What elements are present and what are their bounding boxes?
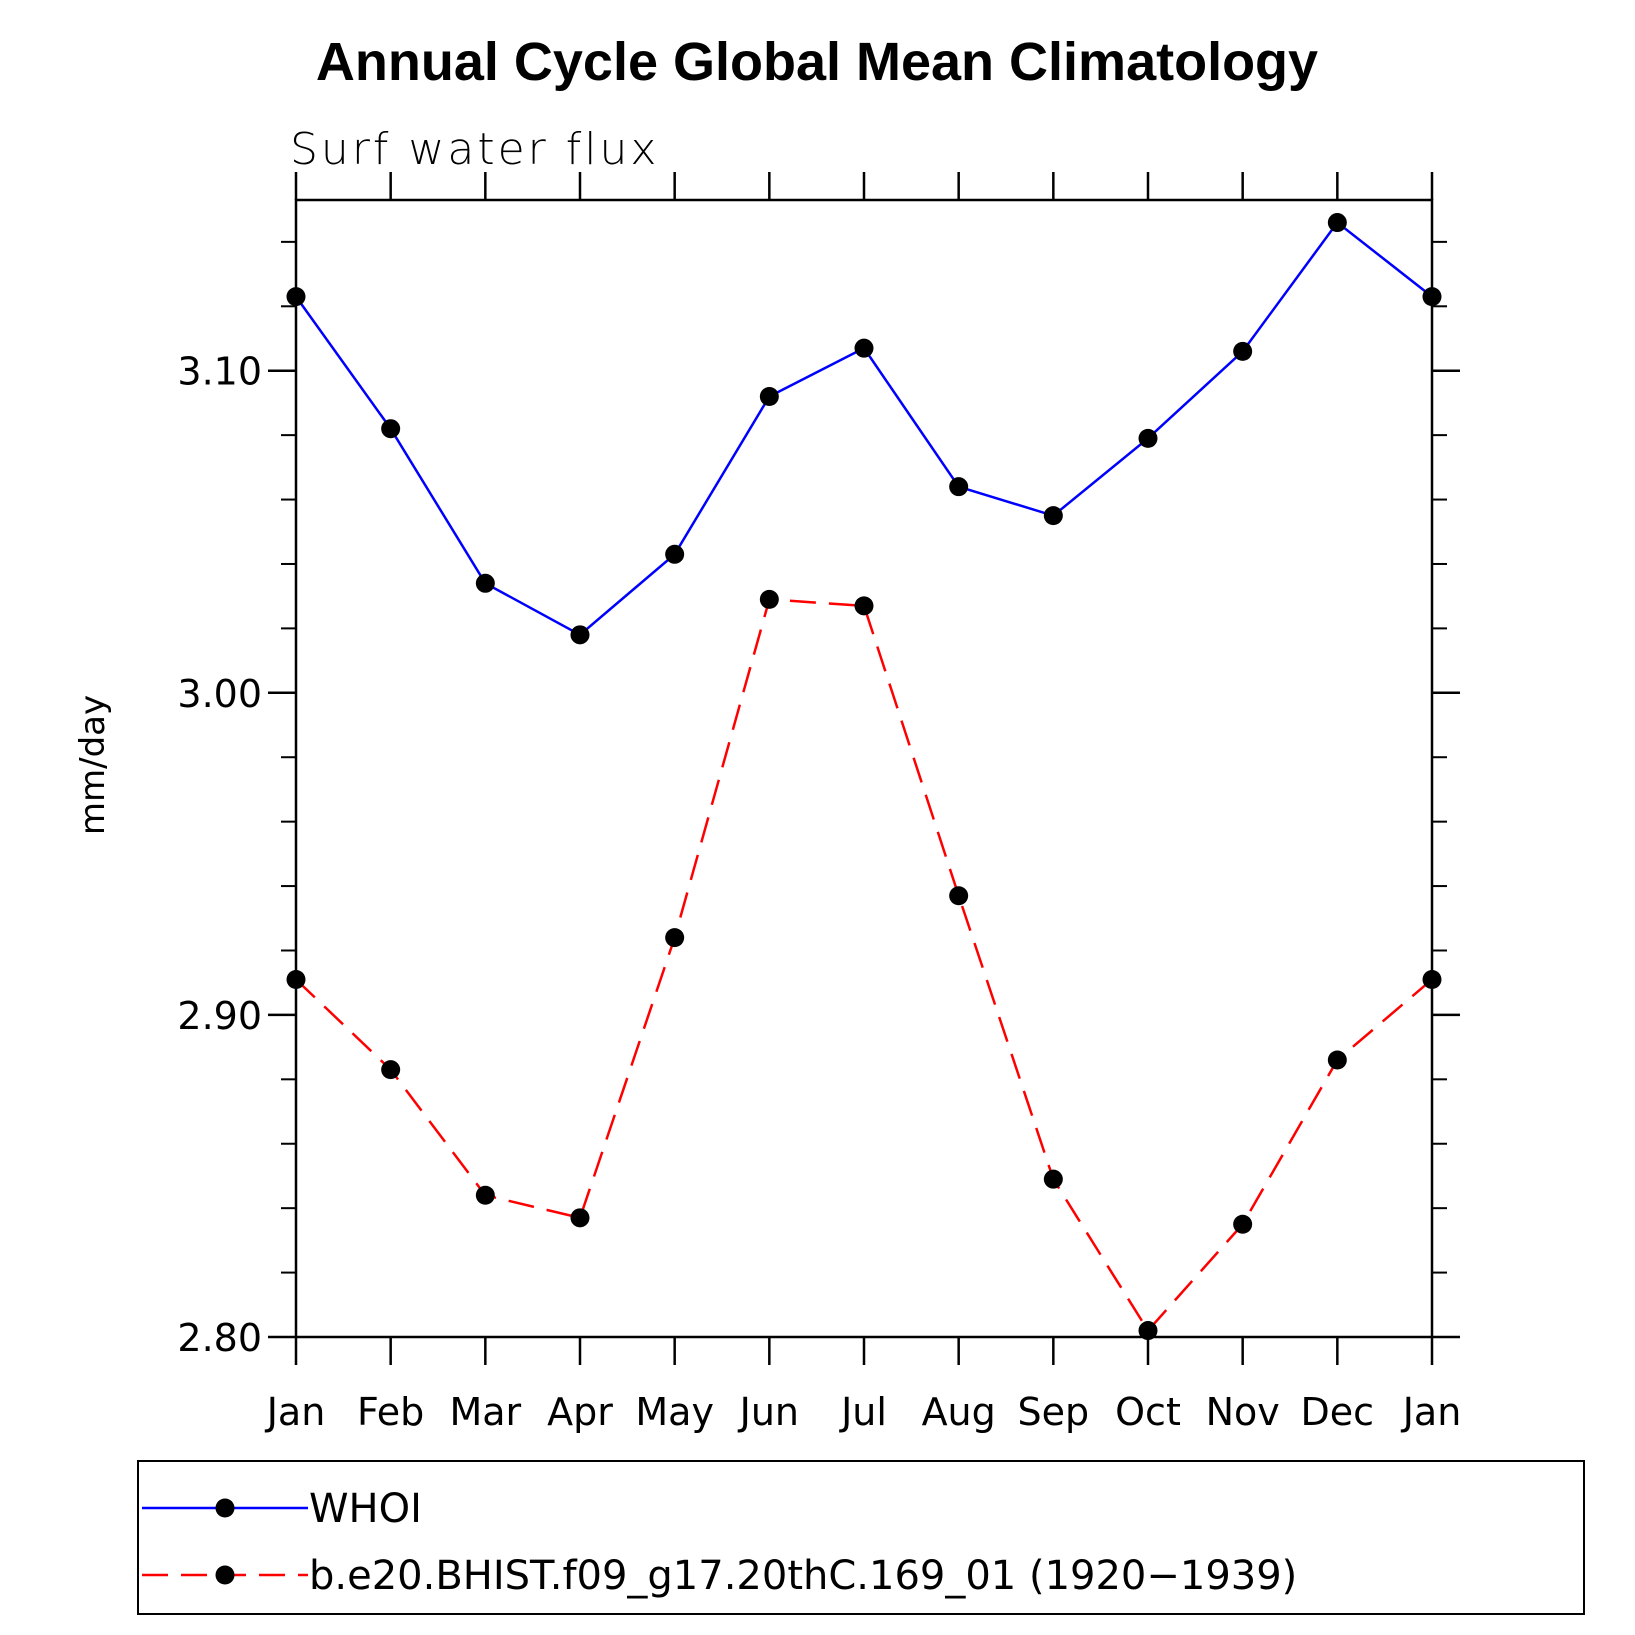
data-point (1233, 1214, 1253, 1234)
data-point (475, 573, 495, 593)
x-tick-label: Feb (357, 1390, 424, 1434)
plot-axes: Jan Feb Mar Apr May Jun Jul Aug Sep Oct Nov Dec Jan2… (177, 172, 1461, 1434)
data-point (949, 477, 969, 497)
data-point (1043, 1169, 1063, 1189)
y-tick-label: 3.00 (177, 672, 262, 716)
x-tick-label: Aug (922, 1390, 996, 1434)
data-point (1422, 969, 1442, 989)
legend-swatch-marker (215, 1565, 235, 1585)
legend: WHOI b.e20.BHIST.f09_g17.20thC.169_01 (19… (142, 1486, 1297, 1599)
data-point (381, 419, 401, 439)
data-point (1043, 506, 1063, 526)
data-point (854, 596, 874, 616)
x-tick-label: Jan (265, 1390, 326, 1434)
data-point (570, 1208, 590, 1228)
y-tick-label: 2.90 (177, 994, 262, 1038)
data-point (286, 287, 306, 307)
legend-entry-label: b.e20.BHIST.f09_g17.20thC.169_01 (1920−1… (309, 1553, 1297, 1599)
x-tick-label: Oct (1115, 1390, 1181, 1434)
series-line-1 (294, 220, 1433, 637)
x-tick-label: Dec (1301, 1390, 1375, 1434)
series-line-2 (295, 598, 1433, 1333)
series-layer (286, 213, 1442, 1341)
legend-swatch-marker (215, 1498, 235, 1518)
data-point (286, 969, 306, 989)
data-point (759, 386, 779, 406)
x-tick-label: Sep (1018, 1390, 1090, 1434)
data-point (1138, 428, 1158, 448)
data-point (665, 544, 685, 564)
chart-subtitle: Surf water flux (290, 124, 659, 175)
y-axis-label: mm/day (73, 695, 113, 835)
data-point (1327, 1050, 1347, 1070)
legend-entry-label: WHOI (309, 1486, 422, 1532)
x-tick-label: Mar (449, 1390, 521, 1434)
data-point (949, 886, 969, 906)
y-tick-label: 2.80 (177, 1316, 262, 1360)
chart-title: Annual Cycle Global Mean Climatology (316, 32, 1318, 92)
data-point (1327, 213, 1347, 233)
x-tick-label: Nov (1206, 1390, 1280, 1434)
data-point (570, 625, 590, 645)
data-point (1138, 1321, 1158, 1341)
data-point (1233, 341, 1253, 361)
data-point (854, 338, 874, 358)
x-tick-label: Jul (839, 1390, 887, 1434)
data-point (475, 1185, 495, 1205)
data-point (665, 928, 685, 948)
x-tick-label: Apr (547, 1390, 613, 1434)
x-tick-label: May (635, 1390, 714, 1434)
plot-frame (294, 198, 1434, 1339)
data-point (1422, 287, 1442, 307)
data-point (381, 1060, 401, 1080)
y-tick-label: 3.10 (177, 350, 262, 394)
x-tick-label: Jan (1401, 1390, 1462, 1434)
x-tick-label: Jun (738, 1390, 799, 1434)
legend-box (137, 1460, 1585, 1615)
data-point (759, 589, 779, 609)
